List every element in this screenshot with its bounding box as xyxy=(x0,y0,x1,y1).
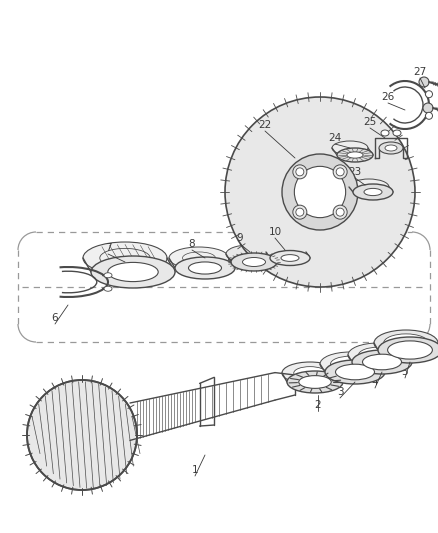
Ellipse shape xyxy=(296,168,304,176)
Ellipse shape xyxy=(348,343,408,367)
Text: 2: 2 xyxy=(314,400,321,410)
Ellipse shape xyxy=(358,347,398,363)
Ellipse shape xyxy=(281,255,299,261)
Ellipse shape xyxy=(393,130,401,136)
Ellipse shape xyxy=(385,145,397,151)
Ellipse shape xyxy=(188,262,222,274)
Text: 24: 24 xyxy=(328,133,342,143)
Text: 23: 23 xyxy=(348,167,362,177)
Ellipse shape xyxy=(352,350,412,374)
Text: 8: 8 xyxy=(189,239,195,249)
Ellipse shape xyxy=(374,330,438,356)
Ellipse shape xyxy=(332,141,368,155)
Ellipse shape xyxy=(91,256,175,288)
Ellipse shape xyxy=(425,91,432,98)
Ellipse shape xyxy=(270,251,310,265)
Ellipse shape xyxy=(333,205,347,219)
Ellipse shape xyxy=(175,257,235,279)
Ellipse shape xyxy=(104,273,112,278)
Ellipse shape xyxy=(294,367,326,379)
Ellipse shape xyxy=(296,208,304,216)
Text: 9: 9 xyxy=(237,233,244,243)
Ellipse shape xyxy=(325,360,385,384)
Ellipse shape xyxy=(83,242,167,274)
Text: 10: 10 xyxy=(268,227,282,237)
Text: 26: 26 xyxy=(381,92,395,102)
Ellipse shape xyxy=(349,179,389,195)
Ellipse shape xyxy=(299,376,331,389)
Ellipse shape xyxy=(336,168,344,176)
Ellipse shape xyxy=(364,188,382,196)
Ellipse shape xyxy=(108,262,158,281)
Ellipse shape xyxy=(333,165,347,179)
Text: 27: 27 xyxy=(413,67,427,77)
Text: 6: 6 xyxy=(52,313,58,323)
Ellipse shape xyxy=(294,166,346,217)
Text: 3: 3 xyxy=(337,387,343,397)
Ellipse shape xyxy=(336,208,344,216)
Ellipse shape xyxy=(363,354,402,370)
Text: 7: 7 xyxy=(105,243,111,253)
Ellipse shape xyxy=(27,380,137,490)
Ellipse shape xyxy=(231,253,277,271)
Text: 22: 22 xyxy=(258,120,272,130)
Ellipse shape xyxy=(282,154,358,230)
Ellipse shape xyxy=(384,334,428,352)
Text: 5: 5 xyxy=(402,367,408,377)
Ellipse shape xyxy=(226,245,272,263)
Ellipse shape xyxy=(425,112,432,119)
Ellipse shape xyxy=(282,362,338,384)
Ellipse shape xyxy=(423,103,433,113)
Text: 25: 25 xyxy=(364,117,377,127)
Ellipse shape xyxy=(378,337,438,363)
Ellipse shape xyxy=(243,257,265,266)
Ellipse shape xyxy=(293,165,307,179)
Ellipse shape xyxy=(225,97,415,287)
Ellipse shape xyxy=(287,371,343,393)
Ellipse shape xyxy=(379,142,403,154)
Ellipse shape xyxy=(381,130,389,136)
Ellipse shape xyxy=(353,184,393,200)
Ellipse shape xyxy=(347,152,363,158)
Ellipse shape xyxy=(169,247,229,269)
Text: 4: 4 xyxy=(372,377,378,387)
Ellipse shape xyxy=(419,77,429,87)
Ellipse shape xyxy=(336,364,374,380)
Text: 1: 1 xyxy=(192,465,198,475)
Ellipse shape xyxy=(331,356,370,372)
Ellipse shape xyxy=(266,245,306,260)
Ellipse shape xyxy=(388,341,432,359)
Ellipse shape xyxy=(320,352,380,376)
Ellipse shape xyxy=(104,286,112,291)
Ellipse shape xyxy=(293,205,307,219)
Ellipse shape xyxy=(337,148,373,162)
